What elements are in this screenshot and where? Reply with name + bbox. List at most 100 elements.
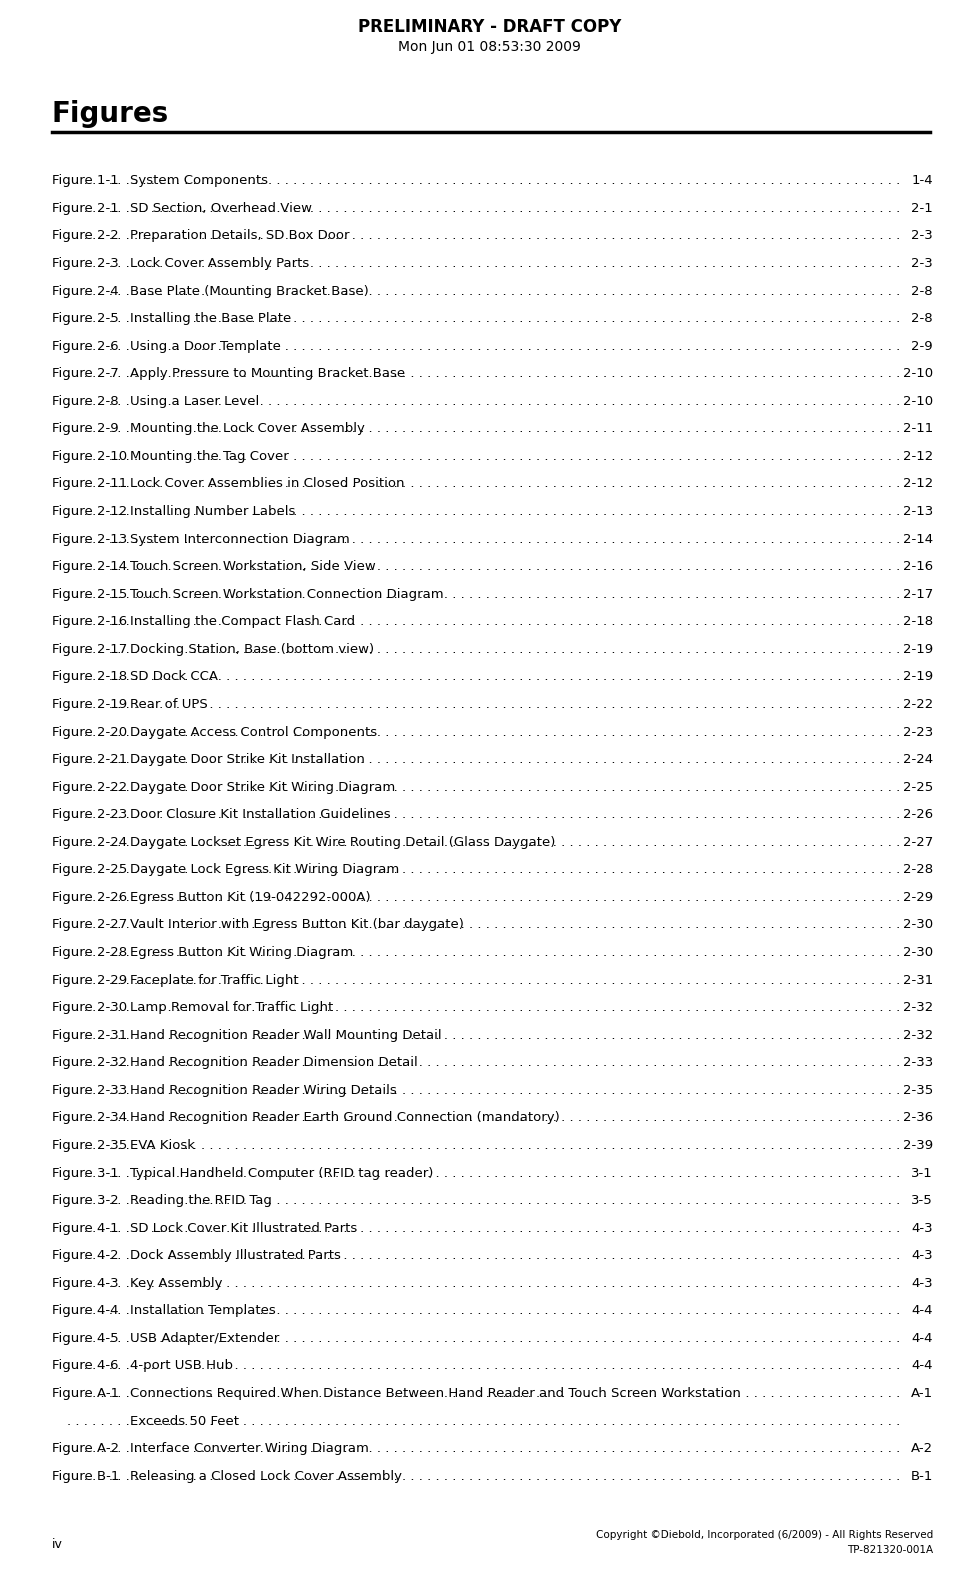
- Text: Figure 4-6: Figure 4-6: [52, 1360, 118, 1373]
- Text: Figure 2-7: Figure 2-7: [52, 368, 118, 380]
- Text: . . . . . . . . . . . . . . . . . . . . . . . . . . . . . . . . . . . . . . . . : . . . . . . . . . . . . . . . . . . . . …: [67, 423, 904, 436]
- Text: . . . . . . . . . . . . . . . . . . . . . . . . . . . . . . . . . . . . . . . . : . . . . . . . . . . . . . . . . . . . . …: [67, 1084, 904, 1097]
- Text: 2-3: 2-3: [911, 257, 932, 270]
- Text: Figure 2-29: Figure 2-29: [52, 974, 127, 986]
- Text: . . . . . . . . . . . . . . . . . . . . . . . . . . . . . . . . . . . . . . . . : . . . . . . . . . . . . . . . . . . . . …: [67, 202, 904, 215]
- Text: Releasing a Closed Lock Cover Assembly: Releasing a Closed Lock Cover Assembly: [130, 1469, 402, 1483]
- Text: . . . . . . . . . . . . . . . . . . . . . . . . . . . . . . . . . . . . . . . . : . . . . . . . . . . . . . . . . . . . . …: [67, 892, 904, 904]
- Text: System Interconnection Diagram: System Interconnection Diagram: [130, 533, 349, 546]
- Text: 2-32: 2-32: [902, 1000, 932, 1015]
- Text: . . . . . . . . . . . . . . . . . . . . . . . . . . . . . . . . . . . . . . . . : . . . . . . . . . . . . . . . . . . . . …: [67, 1056, 904, 1070]
- Text: 2-26: 2-26: [902, 808, 932, 821]
- Text: 2-27: 2-27: [902, 836, 932, 849]
- Text: . . . . . . . . . . . . . . . . . . . . . . . . . . . . . . . . . . . . . . . . : . . . . . . . . . . . . . . . . . . . . …: [67, 1360, 904, 1373]
- Text: 2-12: 2-12: [902, 478, 932, 491]
- Text: Daygate Lock Egress Kit Wiring Diagram: Daygate Lock Egress Kit Wiring Diagram: [130, 863, 399, 876]
- Text: A-2: A-2: [910, 1442, 932, 1455]
- Text: Daygate Lockset Egress Kit Wire Routing Detail (Glass Daygate): Daygate Lockset Egress Kit Wire Routing …: [130, 836, 555, 849]
- Text: . . . . . . . . . . . . . . . . . . . . . . . . . . . . . . . . . . . . . . . . : . . . . . . . . . . . . . . . . . . . . …: [67, 533, 904, 546]
- Text: Figure 2-5: Figure 2-5: [52, 312, 118, 325]
- Text: Figure 2-3: Figure 2-3: [52, 257, 118, 270]
- Text: Hand Recognition Reader Dimension Detail: Hand Recognition Reader Dimension Detail: [130, 1056, 418, 1070]
- Text: 2-31: 2-31: [902, 974, 932, 986]
- Text: Touch Screen Workstation Connection Diagram: Touch Screen Workstation Connection Diag…: [130, 587, 443, 601]
- Text: . . . . . . . . . . . . . . . . . . . . . . . . . . . . . . . . . . . . . . . . : . . . . . . . . . . . . . . . . . . . . …: [67, 478, 904, 491]
- Text: Lock Cover Assemblies in Closed Position: Lock Cover Assemblies in Closed Position: [130, 478, 404, 491]
- Text: 2-30: 2-30: [902, 918, 932, 931]
- Text: Preparation Details, SD Box Door: Preparation Details, SD Box Door: [130, 229, 349, 243]
- Text: . . . . . . . . . . . . . . . . . . . . . . . . . . . . . . . . . . . . . . . . : . . . . . . . . . . . . . . . . . . . . …: [67, 642, 904, 656]
- Text: Figure 2-28: Figure 2-28: [52, 947, 127, 959]
- Text: Figure 2-17: Figure 2-17: [52, 642, 127, 656]
- Text: Figure B-1: Figure B-1: [52, 1469, 119, 1483]
- Text: Key Assembly: Key Assembly: [130, 1277, 222, 1289]
- Text: Dock Assembly Illustrated Parts: Dock Assembly Illustrated Parts: [130, 1250, 340, 1262]
- Text: Figure 4-4: Figure 4-4: [52, 1305, 118, 1318]
- Text: . . . . . . . . . . . . . . . . . . . . . . . . . . . . . . . . . . . . . . . . : . . . . . . . . . . . . . . . . . . . . …: [67, 284, 904, 298]
- Text: 4-4: 4-4: [911, 1360, 932, 1373]
- Text: . . . . . . . . . . . . . . . . . . . . . . . . . . . . . . . . . . . . . . . . : . . . . . . . . . . . . . . . . . . . . …: [67, 863, 904, 876]
- Text: 4-3: 4-3: [911, 1250, 932, 1262]
- Text: Apply Pressure to Mounting Bracket Base: Apply Pressure to Mounting Bracket Base: [130, 368, 405, 380]
- Text: Figure 2-24: Figure 2-24: [52, 836, 127, 849]
- Text: Hand Recognition Reader Wall Mounting Detail: Hand Recognition Reader Wall Mounting De…: [130, 1029, 441, 1041]
- Text: 2-19: 2-19: [902, 642, 932, 656]
- Text: Reading the RFID Tag: Reading the RFID Tag: [130, 1195, 272, 1207]
- Text: Figure 4-5: Figure 4-5: [52, 1332, 118, 1344]
- Text: Base Plate (Mounting Bracket Base): Base Plate (Mounting Bracket Base): [130, 284, 369, 298]
- Text: Figure 2-20: Figure 2-20: [52, 726, 127, 739]
- Text: 2-36: 2-36: [902, 1111, 932, 1125]
- Text: . . . . . . . . . . . . . . . . . . . . . . . . . . . . . . . . . . . . . . . . : . . . . . . . . . . . . . . . . . . . . …: [67, 1387, 904, 1400]
- Text: Daygate Access Control Components: Daygate Access Control Components: [130, 726, 377, 739]
- Text: Figure 2-26: Figure 2-26: [52, 892, 127, 904]
- Text: . . . . . . . . . . . . . . . . . . . . . . . . . . . . . . . . . . . . . . . . : . . . . . . . . . . . . . . . . . . . . …: [67, 1250, 904, 1262]
- Text: . . . . . . . . . . . . . . . . . . . . . . . . . . . . . . . . . . . . . . . . : . . . . . . . . . . . . . . . . . . . . …: [67, 257, 904, 270]
- Text: . . . . . . . . . . . . . . . . . . . . . . . . . . . . . . . . . . . . . . . . : . . . . . . . . . . . . . . . . . . . . …: [67, 836, 904, 849]
- Text: Figure A-2: Figure A-2: [52, 1442, 119, 1455]
- Text: Lamp Removal for Traffic Light: Lamp Removal for Traffic Light: [130, 1000, 333, 1015]
- Text: Figure 2-10: Figure 2-10: [52, 450, 127, 462]
- Text: . . . . . . . . . . . . . . . . . . . . . . . . . . . . . . . . . . . . . . . . : . . . . . . . . . . . . . . . . . . . . …: [67, 1305, 904, 1318]
- Text: . . . . . . . . . . . . . . . . . . . . . . . . . . . . . . . . . . . . . . . . : . . . . . . . . . . . . . . . . . . . . …: [67, 450, 904, 462]
- Text: SD Dock CCA: SD Dock CCA: [130, 671, 218, 683]
- Text: . . . . . . . . . . . . . . . . . . . . . . . . . . . . . . . . . . . . . . . . : . . . . . . . . . . . . . . . . . . . . …: [67, 918, 904, 931]
- Text: . . . . . . . . . . . . . . . . . . . . . . . . . . . . . . . . . . . . . . . . : . . . . . . . . . . . . . . . . . . . . …: [67, 1277, 904, 1289]
- Text: Installing the Base Plate: Installing the Base Plate: [130, 312, 290, 325]
- Text: Typical Handheld Computer (RFID tag reader): Typical Handheld Computer (RFID tag read…: [130, 1166, 433, 1179]
- Text: Figure 4-3: Figure 4-3: [52, 1277, 118, 1289]
- Text: Figure 2-18: Figure 2-18: [52, 671, 127, 683]
- Text: 3-5: 3-5: [911, 1195, 932, 1207]
- Text: 2-29: 2-29: [902, 892, 932, 904]
- Text: Lock Cover Assembly Parts: Lock Cover Assembly Parts: [130, 257, 309, 270]
- Text: . . . . . . . . . . . . . . . . . . . . . . . . . . . . . . . . . . . . . . . . : . . . . . . . . . . . . . . . . . . . . …: [67, 1442, 904, 1455]
- Text: . . . . . . . . . . . . . . . . . . . . . . . . . . . . . . . . . . . . . . . . : . . . . . . . . . . . . . . . . . . . . …: [67, 1000, 904, 1015]
- Text: 2-10: 2-10: [902, 368, 932, 380]
- Text: . . . . . . . . . . . . . . . . . . . . . . . . . . . . . . . . . . . . . . . . : . . . . . . . . . . . . . . . . . . . . …: [67, 1221, 904, 1234]
- Text: . . . . . . . . . . . . . . . . . . . . . . . . . . . . . . . . . . . . . . . . : . . . . . . . . . . . . . . . . . . . . …: [67, 974, 904, 986]
- Text: Figure 2-11: Figure 2-11: [52, 478, 127, 491]
- Text: . . . . . . . . . . . . . . . . . . . . . . . . . . . . . . . . . . . . . . . . : . . . . . . . . . . . . . . . . . . . . …: [67, 587, 904, 601]
- Text: 2-17: 2-17: [902, 587, 932, 601]
- Text: Figure 2-27: Figure 2-27: [52, 918, 127, 931]
- Text: Figure 2-22: Figure 2-22: [52, 781, 127, 794]
- Text: USB Adapter/Extender: USB Adapter/Extender: [130, 1332, 279, 1344]
- Text: 2-32: 2-32: [902, 1029, 932, 1041]
- Text: 2-19: 2-19: [902, 671, 932, 683]
- Text: . . . . . . . . . . . . . . . . . . . . . . . . . . . . . . . . . . . . . . . . : . . . . . . . . . . . . . . . . . . . . …: [67, 726, 904, 739]
- Text: . . . . . . . . . . . . . . . . . . . . . . . . . . . . . . . . . . . . . . . . : . . . . . . . . . . . . . . . . . . . . …: [67, 1332, 904, 1344]
- Text: Hand Recognition Reader Earth Ground Connection (mandatory): Hand Recognition Reader Earth Ground Con…: [130, 1111, 559, 1125]
- Text: Connections Required When Distance Between Hand Reader and Touch Screen Workstat: Connections Required When Distance Betwe…: [130, 1387, 740, 1400]
- Text: Figure 2-4: Figure 2-4: [52, 284, 118, 298]
- Text: . . . . . . . . . . . . . . . . . . . . . . . . . . . . . . . . . . . . . . . . : . . . . . . . . . . . . . . . . . . . . …: [67, 808, 904, 821]
- Text: 2-1: 2-1: [911, 202, 932, 215]
- Text: . . . . . . . . . . . . . . . . . . . . . . . . . . . . . . . . . . . . . . . . : . . . . . . . . . . . . . . . . . . . . …: [67, 174, 904, 188]
- Text: . . . . . . . . . . . . . . . . . . . . . . . . . . . . . . . . . . . . . . . . : . . . . . . . . . . . . . . . . . . . . …: [67, 312, 904, 325]
- Text: 2-22: 2-22: [902, 697, 932, 712]
- Text: . . . . . . . . . . . . . . . . . . . . . . . . . . . . . . . . . . . . . . . . : . . . . . . . . . . . . . . . . . . . . …: [67, 671, 904, 683]
- Text: Figure 2-23: Figure 2-23: [52, 808, 127, 821]
- Text: . . . . . . . . . . . . . . . . . . . . . . . . . . . . . . . . . . . . . . . . : . . . . . . . . . . . . . . . . . . . . …: [67, 560, 904, 573]
- Text: . . . . . . . . . . . . . . . . . . . . . . . . . . . . . . . . . . . . . . . . : . . . . . . . . . . . . . . . . . . . . …: [67, 781, 904, 794]
- Text: Vault Interior with Egress Button Kit (bar daygate): Vault Interior with Egress Button Kit (b…: [130, 918, 464, 931]
- Text: 4-port USB Hub: 4-port USB Hub: [130, 1360, 233, 1373]
- Text: System Components: System Components: [130, 174, 268, 188]
